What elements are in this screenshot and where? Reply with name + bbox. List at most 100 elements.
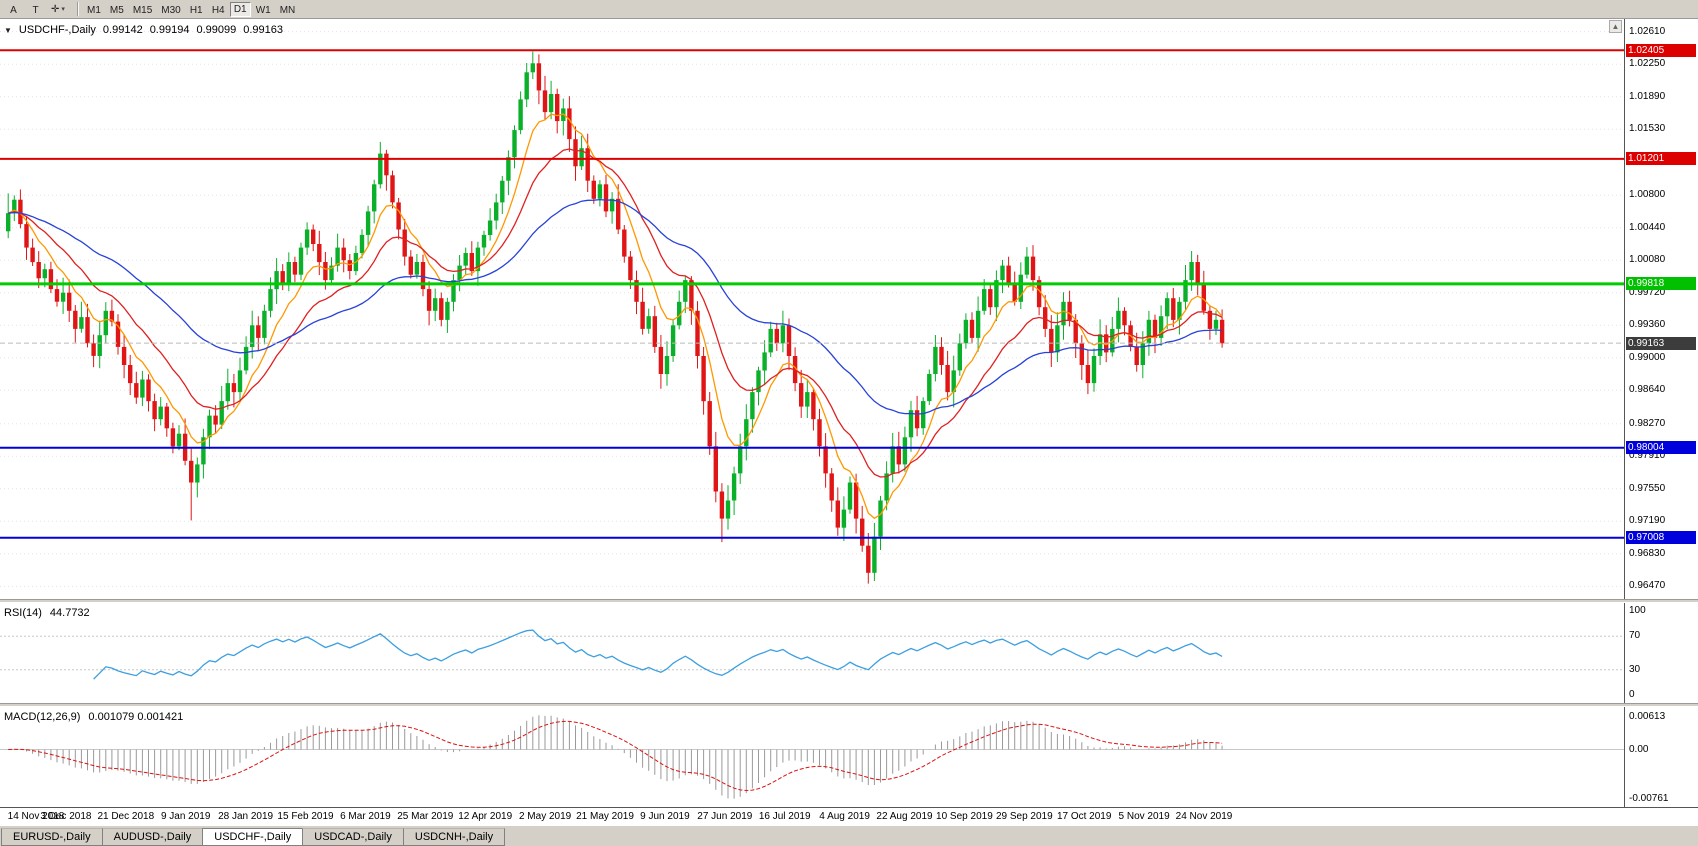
macd-tick-label: 0.00613 (1629, 711, 1666, 722)
rsi-chart-svg[interactable] (0, 603, 1624, 703)
macd-values: 0.001079 0.001421 (88, 711, 184, 723)
timeframe-button-h1[interactable]: H1 (189, 4, 203, 16)
price-tick-label: 1.01530 (1629, 123, 1666, 135)
tool-t-button[interactable]: T (32, 4, 39, 16)
chart-tab-eurusd[interactable]: EURUSD-,Daily (1, 828, 103, 846)
price-tick-label: 1.00800 (1629, 189, 1666, 201)
cursor-tool-button[interactable]: ✛ ▾ (47, 2, 73, 17)
timeframe-button-d1[interactable]: D1 (229, 1, 251, 17)
price-chart-svg[interactable] (0, 19, 1624, 599)
time-axis-label: 24 Nov 2019 (1175, 811, 1233, 822)
time-axis-label: 12 Apr 2019 (458, 811, 513, 822)
price-tick-label: 0.98640 (1629, 384, 1666, 396)
rsi-tick-label: 70 (1629, 630, 1641, 642)
macd-tick-label: 0.00 (1629, 743, 1649, 755)
chart-symbol-period: USDCHF-,Daily (18, 24, 96, 36)
price-level-marker: 1.01201 (1626, 152, 1696, 166)
price-plot[interactable]: ▼ USDCHF-,Daily 0.99142 0.99194 0.99099 … (0, 19, 1624, 599)
price-tick-label: 1.02250 (1629, 58, 1666, 70)
ohlc-open: 0.99142 (102, 24, 143, 36)
ohlc-close: 0.99163 (243, 24, 283, 36)
rsi-value: 44.7732 (49, 607, 90, 619)
price-level-marker: 1.02405 (1626, 43, 1696, 57)
crosshair-icon: ✛ (51, 3, 60, 15)
time-axis-label: 6 Mar 2019 (340, 811, 391, 822)
timeframe-button-m5[interactable]: M5 (109, 4, 124, 16)
time-axis-label: 22 Aug 2019 (876, 811, 933, 822)
chart-tabs-bar: EURUSD-,Daily AUDUSD-,Daily USDCHF-,Daily U… (0, 825, 1698, 846)
macd-chart-svg[interactable] (0, 707, 1624, 807)
timeframe-button-m1[interactable]: M1 (87, 4, 101, 16)
timeframe-button-h4[interactable]: H4 (211, 4, 225, 16)
rsi-tick-label: 0 (1629, 689, 1635, 700)
price-tick-label: 0.97190 (1629, 515, 1666, 527)
time-axis-label: 21 May 2019 (576, 811, 634, 822)
macd-scale[interactable]: 0.00613 0.00 -0.00761 (1624, 707, 1698, 807)
timeframe-button-group: M1 M5 M15 M30 H1 H4 D1 W1 MN (83, 1, 299, 17)
time-axis-label: 15 Feb 2019 (277, 811, 334, 822)
price-tick-label: 0.96470 (1629, 580, 1666, 592)
time-axis[interactable]: 14 Nov 2018 3 Dec 2018 21 Dec 2018 9 Jan 20… (0, 807, 1698, 825)
price-tick-label: 0.99720 (1629, 286, 1666, 298)
price-tick-label: 0.99000 (1629, 351, 1666, 363)
panel-splitter[interactable] (0, 703, 1698, 707)
price-tick-label: 0.96830 (1629, 547, 1666, 559)
tool-a-button[interactable]: A (10, 4, 17, 16)
price-level-marker: 0.99163 (1626, 336, 1696, 350)
macd-tick-label: -0.00761 (1629, 793, 1669, 804)
time-axis-label: 3 Dec 2018 (40, 811, 92, 822)
time-axis-label: 9 Jan 2019 (160, 811, 211, 822)
chart-tab-usdcnh[interactable]: USDCNH-,Daily (402, 828, 506, 846)
rsi-tick-label: 100 (1629, 605, 1646, 616)
timeframe-button-m30[interactable]: M30 (161, 4, 181, 16)
rsi-label: RSI(14) 44.7732 (4, 607, 90, 619)
rsi-plot[interactable]: RSI(14) 44.7732 (0, 603, 1624, 703)
rsi-scale[interactable]: 100 70 30 0 (1624, 603, 1698, 703)
chevron-down-icon: ▾ (61, 5, 65, 13)
ohlc-high: 0.99194 (149, 24, 190, 36)
time-axis-label: 10 Sep 2019 (936, 811, 993, 822)
rsi-panel: RSI(14) 44.7732 100 70 30 0 (0, 603, 1698, 703)
time-axis-label: 5 Nov 2019 (1118, 811, 1170, 822)
time-axis-label: 28 Jan 2019 (218, 811, 274, 822)
price-tick-label: 0.98270 (1629, 417, 1666, 429)
time-axis-label: 14 Nov 2018 (7, 811, 65, 822)
price-level-marker: 0.98004 (1626, 441, 1696, 455)
price-scale[interactable]: 1.02610 1.02250 1.01890 1.01530 1.00800 1.004… (1624, 19, 1698, 599)
time-axis-label: 4 Aug 2019 (819, 811, 870, 822)
timeframe-button-w1[interactable]: W1 (255, 4, 271, 16)
time-axis-label: 16 Jul 2019 (758, 811, 811, 822)
time-axis-label: 27 Jun 2019 (697, 811, 753, 822)
price-tick-label: 1.02610 (1629, 25, 1666, 37)
ohlc-low: 0.99099 (196, 24, 237, 36)
macd-panel: MACD(12,26,9) 0.001079 0.001421 0.00613 0… (0, 707, 1698, 807)
toolbar-separator (77, 2, 79, 16)
chart-scroll-up-button[interactable]: ▲ (1609, 20, 1622, 33)
time-axis-label: 17 Oct 2019 (1056, 811, 1112, 822)
price-tick-label: 1.00080 (1629, 254, 1666, 266)
price-panel: ▼ USDCHF-,Daily 0.99142 0.99194 0.99099 … (0, 19, 1698, 599)
rsi-name: RSI(14) (4, 607, 42, 619)
rsi-tick-label: 30 (1629, 663, 1641, 675)
collapse-triangle-icon[interactable]: ▼ (4, 25, 12, 35)
time-axis-label: 9 Jun 2019 (640, 811, 690, 822)
chart-tab-usdcad[interactable]: USDCAD-,Daily (302, 828, 404, 846)
timeframe-button-m15[interactable]: M15 (132, 4, 153, 16)
time-axis-label: 25 Mar 2019 (397, 811, 454, 822)
macd-plot[interactable]: MACD(12,26,9) 0.001079 0.001421 (0, 707, 1624, 807)
price-tick-label: 1.00440 (1629, 221, 1666, 233)
macd-name: MACD(12,26,9) (4, 711, 81, 723)
chart-tab-usdchf[interactable]: USDCHF-,Daily (202, 828, 304, 846)
timeframe-button-mn[interactable]: MN (279, 4, 296, 16)
time-axis-label: 2 May 2019 (518, 811, 572, 822)
price-level-marker: 0.99818 (1626, 277, 1696, 291)
chart-header: ▼ USDCHF-,Daily 0.99142 0.99194 0.99099 … (4, 24, 283, 36)
price-level-marker: 0.97008 (1626, 531, 1696, 545)
chart-tab-audusd[interactable]: AUDUSD-,Daily (101, 828, 204, 846)
panel-splitter[interactable] (0, 599, 1698, 603)
time-axis-label: 21 Dec 2018 (97, 811, 155, 822)
price-tick-label: 1.01890 (1629, 90, 1666, 102)
